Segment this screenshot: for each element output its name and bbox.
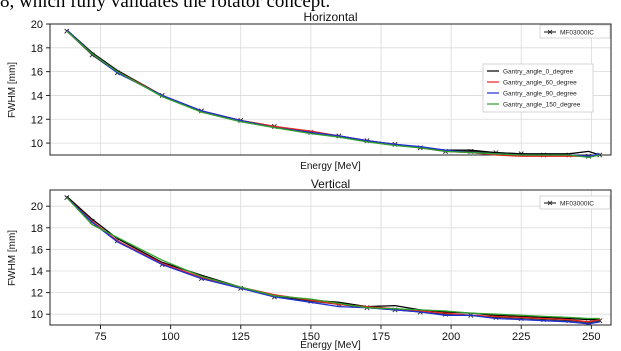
chart-panel-0: Horizontal Energy [MeV] FWHM [mm] 10 12 14 16 1… — [7, 10, 612, 172]
legend-box — [482, 63, 594, 113]
x-tick-label: 125 — [232, 331, 250, 343]
legend-label: Gantry_angle_60_degree — [503, 80, 577, 87]
chart-panel-1: Vertical Energy [MeV] FWHM [mm] 10 12 14 16 18 2… — [7, 177, 612, 351]
chart-title: Vertical — [311, 177, 350, 191]
y-tick-label: 14 — [31, 266, 43, 278]
y-tick-label: 12 — [31, 288, 43, 300]
series-line-deg0 — [66, 196, 600, 321]
y-tick-label: 10 — [31, 138, 43, 150]
series-line-deg90 — [66, 197, 600, 325]
legend-top-right: MF03000IC — [539, 195, 611, 210]
legend-label: Gantry_angle_90_degree — [503, 91, 577, 98]
legend-right: Gantry_angle_0_degree Gantry_angle_60_deg… — [482, 63, 594, 113]
legend-box — [539, 195, 611, 210]
x-tick-label: 150 — [302, 331, 320, 343]
y-tick-label: 14 — [31, 90, 43, 102]
x-tick-label: 175 — [372, 331, 390, 343]
legend-marker — [547, 29, 553, 35]
legend-label: Gantry_angle_150_degree — [503, 102, 581, 109]
y-tick-label: 12 — [31, 114, 43, 126]
y-tick-label: 18 — [31, 223, 43, 235]
legend-label: MF03000IC — [560, 201, 594, 208]
legend-label: MF03000IC — [560, 30, 594, 37]
series-line-deg150 — [66, 197, 600, 320]
plot-frame — [49, 23, 612, 156]
caption-text: 8, which fully validates the rotator con… — [0, 0, 331, 12]
legend-top-right: MF03000IC — [539, 24, 611, 39]
y-tick-label: 20 — [31, 19, 43, 31]
series-line-deg150 — [66, 30, 600, 159]
y-axis-label: FWHM [mm] — [7, 62, 18, 118]
legend-label: Gantry_angle_0_degree — [503, 69, 573, 76]
y-axis-label: FWHM [mm] — [7, 230, 18, 286]
legend-box — [539, 24, 611, 39]
legend-marker — [547, 200, 553, 206]
chart-title: Horizontal — [303, 10, 357, 24]
x-tick-label: 100 — [161, 331, 179, 343]
y-tick-label: 18 — [31, 43, 43, 55]
y-tick-label: 16 — [31, 67, 43, 79]
x-axis-label: Energy [MeV] — [300, 340, 361, 351]
x-tick-label: 200 — [442, 331, 460, 343]
y-tick-label: 16 — [31, 244, 43, 256]
x-tick-label: 75 — [94, 331, 106, 343]
x-tick-label: 250 — [582, 331, 600, 343]
x-axis-label: Energy [MeV] — [300, 161, 361, 172]
y-tick-label: 20 — [31, 201, 43, 213]
plot-frame — [49, 189, 612, 326]
y-tick-label: 10 — [31, 309, 43, 321]
x-tick-label: 225 — [512, 331, 530, 343]
